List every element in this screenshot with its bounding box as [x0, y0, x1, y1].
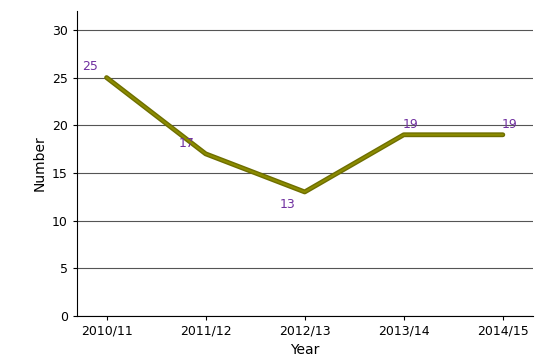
Y-axis label: Number: Number: [32, 135, 47, 191]
Text: 13: 13: [280, 199, 296, 211]
Text: 25: 25: [82, 60, 98, 73]
X-axis label: Year: Year: [290, 343, 320, 358]
Text: 19: 19: [502, 118, 518, 131]
Text: 17: 17: [178, 136, 194, 150]
Text: 19: 19: [403, 118, 418, 131]
